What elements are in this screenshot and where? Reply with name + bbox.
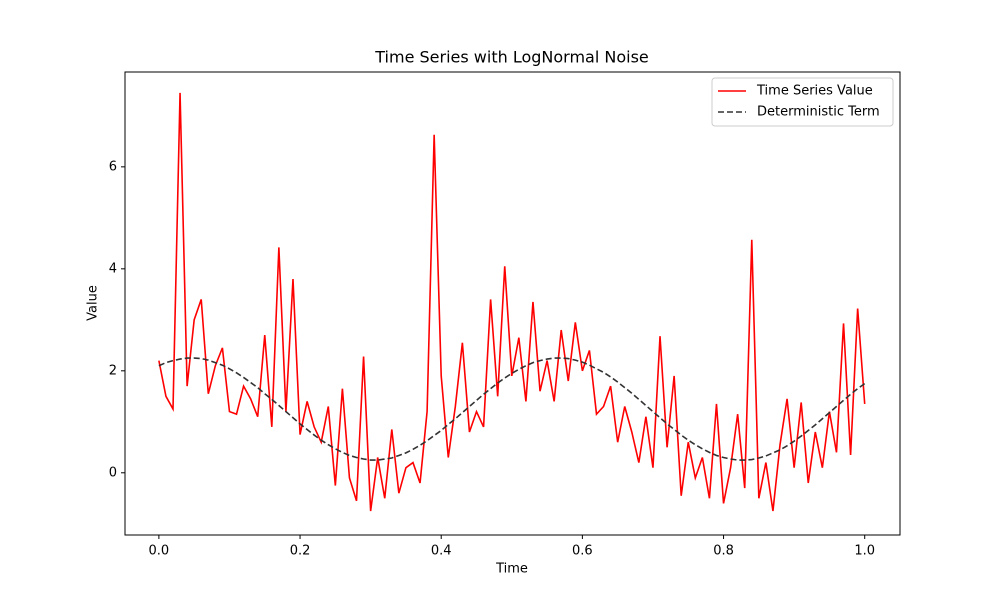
x-tick-label: 0.8 [713,544,734,559]
y-tick-label: 4 [109,261,117,276]
x-tick-label: 0.0 [149,544,170,559]
legend-box [711,77,894,127]
legend-label: Deterministic Term [757,105,880,120]
legend-label: Time Series Value [756,84,873,99]
x-axis-label: Time [495,562,528,577]
plot-frame [124,71,901,536]
chart-title: Time Series with LogNormal Noise [374,48,649,67]
y-tick-label: 6 [109,159,117,174]
x-tick-label: 1.0 [854,544,875,559]
y-tick-label: 2 [109,363,117,378]
x-tick-label: 0.4 [431,544,452,559]
y-tick-label: 0 [109,465,117,480]
y-axis-label: Value [86,285,101,321]
series-line [158,92,866,512]
x-tick-label: 0.2 [290,544,311,559]
x-tick-label: 0.6 [572,544,593,559]
